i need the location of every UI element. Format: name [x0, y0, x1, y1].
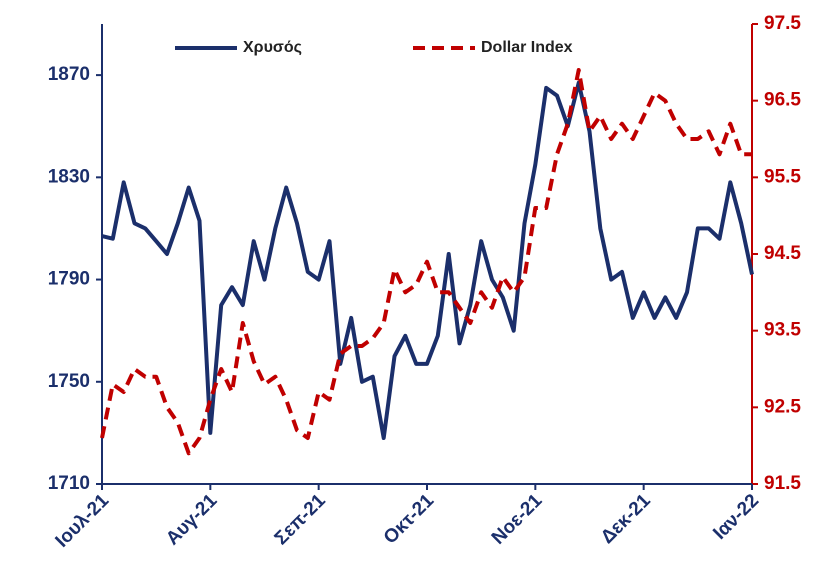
x-tick-label: Νοε-21	[488, 490, 547, 549]
y2-tick-label: 96.5	[764, 90, 801, 111]
series-line	[100, 68, 752, 456]
x-tick-label: Αυγ-21	[162, 490, 222, 550]
legend-label: Χρυσός	[243, 39, 302, 56]
y-tick-label: 1830	[48, 166, 90, 187]
x-tick-label: Σεπ-21	[271, 490, 330, 549]
y-tick-label: 1710	[48, 473, 90, 494]
y-tick-label: 1790	[48, 269, 90, 290]
y2-tick-label: 97.5	[764, 13, 801, 34]
x-tick-label: Οκτ-21	[380, 490, 439, 549]
y2-tick-label: 95.5	[764, 166, 801, 187]
y2-tick-label: 94.5	[764, 243, 801, 264]
series-line	[101, 80, 754, 440]
y2-tick-label: 91.5	[764, 473, 801, 494]
x-tick-label: Ιαν-22	[709, 490, 763, 544]
y-tick-label: 1870	[48, 64, 90, 85]
y2-tick-label: 92.5	[764, 396, 801, 417]
x-tick-label: Δεκ-21	[597, 490, 655, 548]
y-tick-label: 1750	[48, 371, 90, 392]
x-tick-label: Ιουλ-21	[52, 490, 114, 552]
y2-tick-label: 93.5	[764, 320, 801, 341]
legend-label: Dollar Index	[481, 39, 573, 56]
